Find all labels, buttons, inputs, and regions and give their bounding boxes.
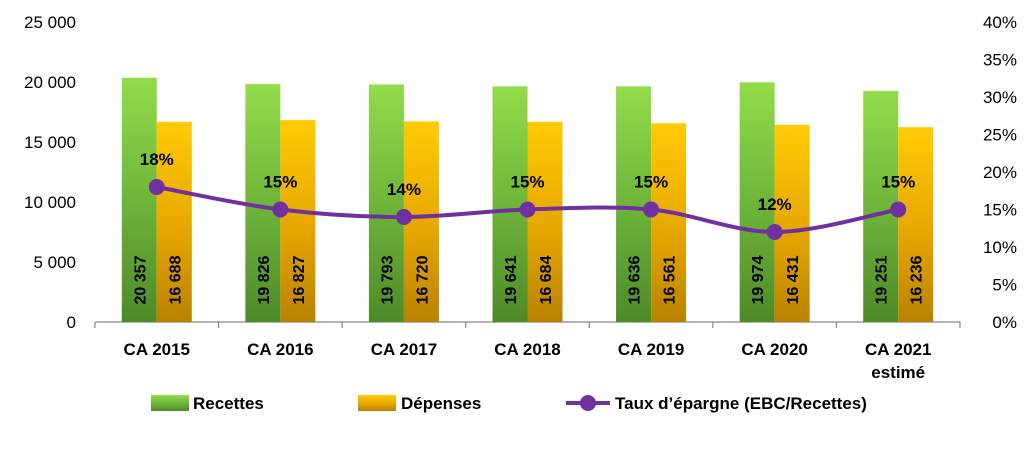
x-category-label: estimé [871, 363, 925, 382]
legend-marker-taux [580, 395, 596, 411]
bar-recettes [739, 82, 775, 322]
line-value-label: 15% [263, 173, 297, 192]
x-category-label: CA 2017 [371, 340, 437, 359]
line-value-label: 18% [140, 150, 174, 169]
x-category-label: CA 2016 [247, 340, 313, 359]
bar-value-label: 16 561 [662, 255, 679, 304]
bar-value-label: 19 974 [750, 255, 767, 304]
bar-d-penses [651, 123, 687, 322]
bar-value-label: 16 720 [414, 255, 431, 304]
x-category-label: CA 2019 [618, 340, 684, 359]
bar-d-penses [156, 121, 192, 322]
bar-d-penses [527, 121, 563, 323]
line-point [890, 201, 907, 218]
bar-value-label: 16 431 [785, 255, 802, 304]
line-value-label: 12% [758, 195, 792, 214]
y-left-tick-label: 15 000 [24, 133, 76, 152]
legend-label-recettes: Recettes [193, 394, 264, 413]
plot-area: 0 5 000 10 000 15 000 20 000 25 000 0% 5% 10% 15%… [24, 13, 1017, 382]
y-left-tick-label: 0 [67, 313, 76, 332]
legend-label-depenses: Dépenses [401, 394, 481, 413]
line-point [766, 224, 783, 240]
y-right-tick-label: 10% [983, 238, 1017, 257]
bar-value-label: 16 688 [167, 255, 184, 304]
y-right-tick-label: 40% [983, 13, 1017, 32]
line-point [519, 201, 536, 218]
y-right-tick-label: 5% [992, 276, 1017, 295]
y-right-tick-label: 20% [983, 163, 1017, 182]
legend: Recettes Dépenses Taux d’épargne (EBC/Rece… [151, 394, 867, 413]
bar-recettes [121, 77, 157, 322]
line-value-label: 15% [634, 173, 668, 192]
y-right-tick-label: 0% [992, 313, 1017, 332]
bar-d-penses [774, 124, 810, 322]
bar-value-label: 19 826 [256, 255, 273, 304]
line-value-label: 14% [387, 180, 421, 199]
legend-swatch-depenses [358, 395, 396, 411]
y-right-tick-label: 15% [983, 201, 1017, 220]
bar-recettes [368, 84, 404, 322]
y-right-tick-label: 35% [983, 51, 1017, 70]
legend-swatch-recettes [151, 395, 189, 411]
y-right-tick-label: 30% [983, 88, 1017, 107]
y-left-tick-label: 10 000 [24, 193, 76, 212]
line-point [643, 201, 660, 218]
x-category-label: CA 2020 [741, 340, 807, 359]
bar-value-label: 16 827 [291, 255, 308, 304]
bar-value-label: 19 251 [874, 255, 891, 304]
y-right-tick-label: 25% [983, 126, 1017, 145]
bar-d-penses [280, 120, 316, 323]
bar-value-label: 19 636 [627, 255, 644, 304]
x-category-label: CA 2018 [494, 340, 560, 359]
bar-recettes [245, 84, 281, 322]
bar-value-label: 19 641 [503, 255, 520, 304]
bar-value-label: 16 684 [538, 255, 555, 304]
bar-value-label: 19 793 [379, 255, 396, 304]
line-point [272, 201, 289, 218]
y-left-tick-label: 5 000 [33, 253, 76, 272]
legend-label-taux: Taux d’épargne (EBC/Recettes) [615, 394, 867, 413]
bar-d-penses [898, 127, 934, 322]
bar-value-label: 16 236 [909, 255, 926, 304]
y-left-tick-label: 20 000 [24, 73, 76, 92]
line-value-label: 15% [510, 173, 544, 192]
line-point [395, 209, 412, 225]
bar-value-label: 20 357 [132, 255, 149, 304]
x-category-label: CA 2015 [124, 340, 190, 359]
line-value-label: 15% [881, 173, 915, 192]
line-point [148, 179, 165, 195]
y-left-tick-label: 25 000 [24, 13, 76, 32]
x-category-label: CA 2021 [865, 340, 931, 359]
